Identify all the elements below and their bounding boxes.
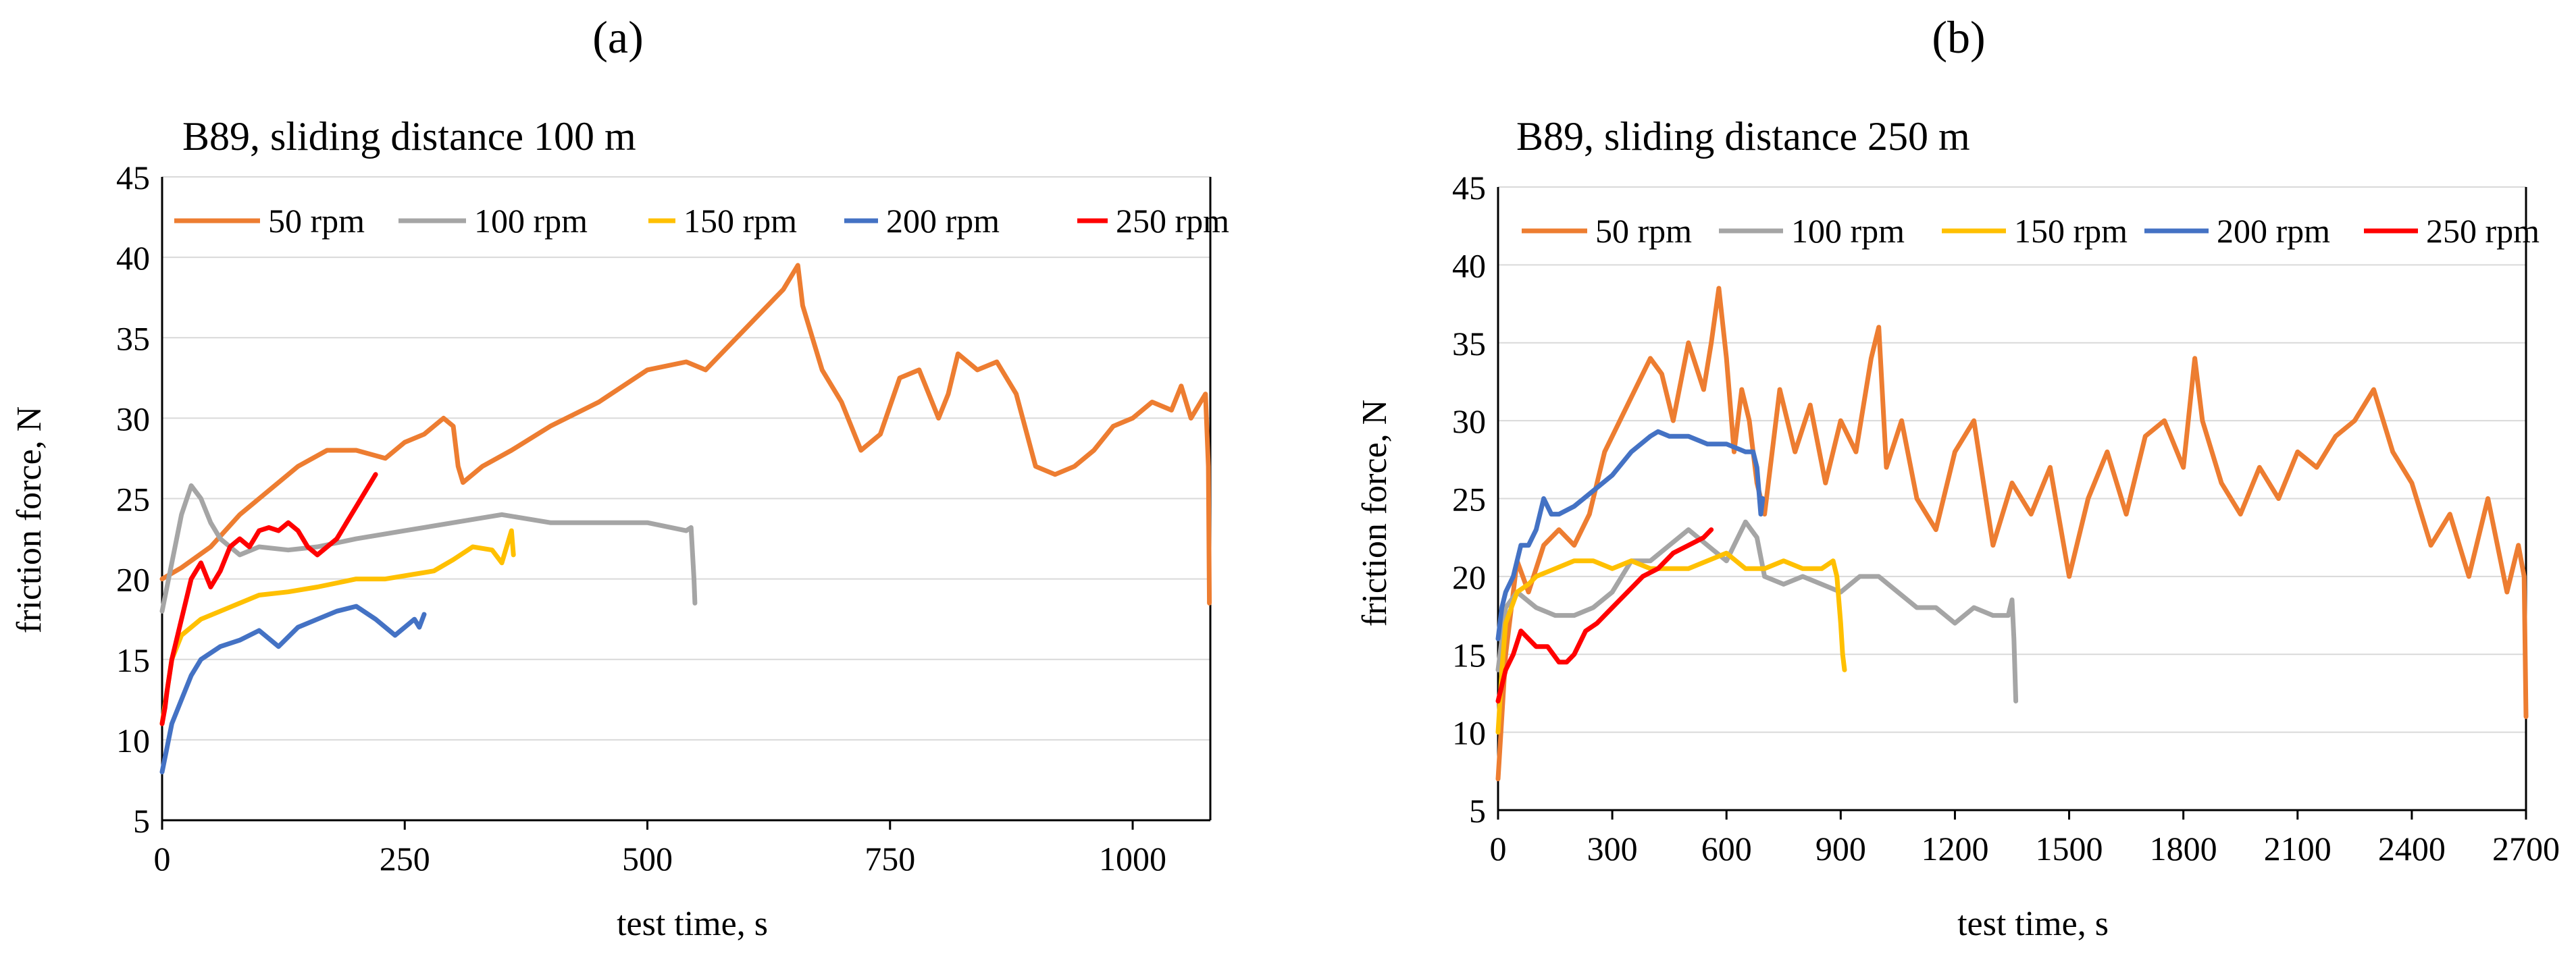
legend-label-a-50-rpm: 50 rpm: [268, 202, 365, 240]
series-line-b-250-rpm: [1495, 527, 1714, 703]
x-axis-label-a: test time, s: [617, 905, 768, 943]
y-tick-label-a: 5: [133, 802, 150, 840]
y-tick-label-a: 30: [116, 400, 150, 437]
y-tick-label-b: 20: [1452, 558, 1486, 596]
chart-panel-b: (b) B89, sliding distance 250 m friction…: [1356, 11, 2560, 943]
x-tick-label-b: 1500: [2036, 830, 2103, 868]
legend-label-a-200-rpm: 200 rpm: [886, 202, 1000, 240]
y-tick-label-b: 30: [1452, 402, 1486, 440]
series-line-a-200-rpm: [159, 604, 427, 774]
y-tick-label-b: 15: [1452, 636, 1486, 674]
x-tick-label-b: 2700: [2492, 830, 2560, 868]
series-line-b-200-rpm: [1495, 429, 1766, 641]
x-tick-label-b: 2100: [2264, 830, 2332, 868]
y-tick-label-b: 35: [1452, 325, 1486, 363]
legend-label-b-150-rpm: 150 rpm: [2014, 212, 2128, 250]
y-tick-label-a: 15: [116, 641, 150, 679]
y-tick-label-b: 25: [1452, 481, 1486, 518]
chart-title-a: B89, sliding distance 100 m: [182, 114, 636, 159]
y-tick-label-b: 5: [1469, 792, 1486, 830]
y-tick-label-b: 10: [1452, 714, 1486, 752]
chart-panel-a: (a) B89, sliding distance 100 m friction…: [10, 11, 1229, 943]
chart-title-b: B89, sliding distance 250 m: [1516, 114, 1970, 159]
y-tick-label-a: 10: [116, 722, 150, 759]
x-tick-label-a: 500: [622, 840, 673, 878]
y-tick-label-b: 45: [1452, 169, 1486, 207]
series-line-b-50-rpm: [1495, 286, 2529, 782]
x-tick-label-b: 300: [1587, 830, 1638, 868]
legend-label-a-150-rpm: 150 rpm: [684, 202, 797, 240]
series-line-b-100-rpm: [1495, 519, 2019, 703]
y-tick-label-a: 25: [116, 481, 150, 518]
legend-label-b-50-rpm: 50 rpm: [1595, 212, 1692, 250]
x-axis-label-b: test time, s: [1957, 905, 2109, 943]
series-line-b-150-rpm: [1495, 550, 1847, 735]
legend-label-a-250-rpm: 250 rpm: [1116, 202, 1229, 240]
legend-label-a-100-rpm: 100 rpm: [474, 202, 588, 240]
legend-label-b-250-rpm: 250 rpm: [2426, 212, 2540, 250]
x-tick-label-b: 600: [1701, 830, 1752, 868]
panel-label-b: (b): [1932, 11, 1985, 63]
legend-label-b-200-rpm: 200 rpm: [2217, 212, 2330, 250]
x-tick-label-a: 250: [380, 840, 430, 878]
y-axis-label-b: friction force, N: [1356, 400, 1394, 626]
y-tick-label-a: 45: [116, 159, 150, 196]
y-tick-label-b: 40: [1452, 246, 1486, 284]
x-tick-label-b: 1200: [1921, 830, 1988, 868]
x-tick-label-b: 1800: [2150, 830, 2217, 868]
x-tick-label-b: 2400: [2378, 830, 2446, 868]
panel-label-a: (a): [592, 11, 643, 63]
series-line-a-50-rpm: [159, 263, 1212, 606]
x-tick-label-a: 750: [865, 840, 915, 878]
series-line-a-100-rpm: [159, 483, 698, 614]
x-tick-label-a: 1000: [1099, 840, 1166, 878]
x-tick-label-b: 0: [1490, 830, 1507, 868]
series-line-a-250-rpm: [159, 472, 378, 726]
x-tick-label-b: 900: [1815, 830, 1866, 868]
y-tick-label-a: 40: [116, 239, 150, 277]
y-tick-label-a: 20: [116, 561, 150, 599]
series-line-a-150-rpm: [159, 528, 516, 726]
x-tick-label-a: 0: [154, 840, 171, 878]
y-axis-label-a: friction force, N: [10, 406, 49, 633]
y-tick-label-a: 35: [116, 319, 150, 357]
legend-label-b-100-rpm: 100 rpm: [1791, 212, 1905, 250]
